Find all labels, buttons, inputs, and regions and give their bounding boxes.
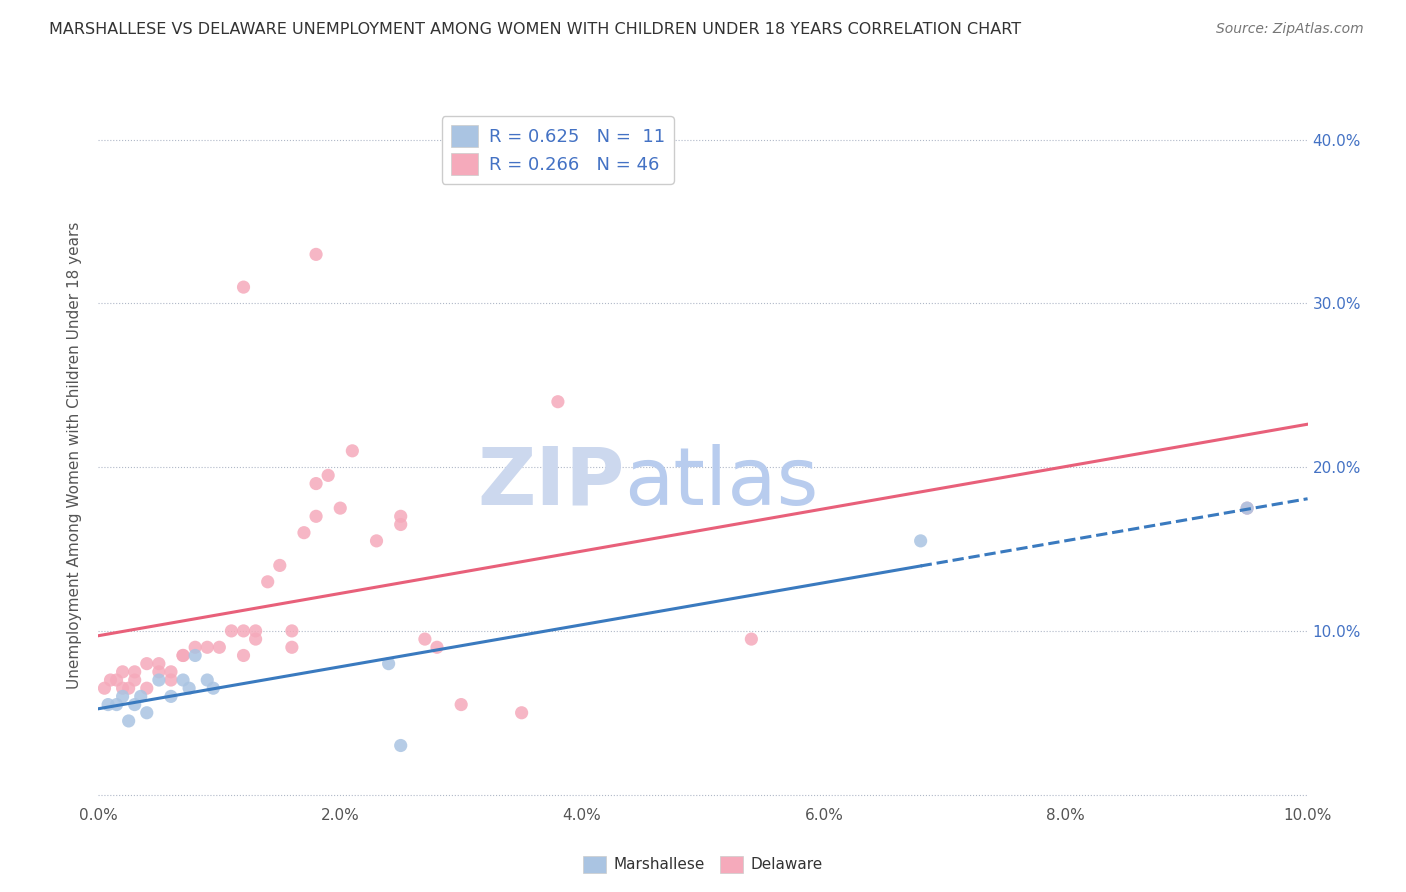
Text: atlas: atlas [624,443,818,522]
Point [281,640,304,655]
Point [135,681,157,696]
Point [910,533,932,548]
Point [97,698,120,712]
Point [105,673,128,687]
Point [281,624,304,638]
Point [256,574,278,589]
Point [172,673,194,687]
Point [292,525,315,540]
Point [179,681,201,696]
Point [450,698,472,712]
Point [305,247,328,261]
Point [124,673,146,687]
Point [184,640,207,655]
Point [100,673,122,687]
Point [1236,501,1258,516]
Text: Source: ZipAtlas.com: Source: ZipAtlas.com [1216,22,1364,37]
Point [118,714,141,728]
Point [316,468,339,483]
Point [232,280,254,294]
Point [160,673,183,687]
Point [389,739,412,753]
Point [93,681,115,696]
Y-axis label: Unemployment Among Women with Children Under 18 years: Unemployment Among Women with Children U… [67,221,83,689]
Point [195,640,218,655]
Point [111,665,134,679]
Point [148,673,170,687]
Point [305,476,328,491]
Point [245,624,267,638]
Point [413,632,436,646]
Point [305,509,328,524]
Point [148,665,170,679]
Point [342,443,364,458]
Point [366,533,388,548]
Point [510,706,533,720]
Point [547,394,569,409]
Point [135,657,157,671]
Point [221,624,243,638]
Point [135,706,157,720]
Point [377,657,399,671]
Point [105,698,128,712]
Point [269,558,291,573]
Point [160,665,183,679]
Legend: Marshallese, Delaware: Marshallese, Delaware [576,850,830,879]
Point [118,681,141,696]
Point [172,648,194,663]
Point [111,690,134,704]
Point [148,657,170,671]
Point [389,509,412,524]
Point [129,690,152,704]
Point [172,648,194,663]
Point [184,648,207,663]
Point [208,640,231,655]
Point [195,673,218,687]
Point [329,501,352,516]
Point [232,648,254,663]
Point [1236,501,1258,516]
Point [160,690,183,704]
Point [111,681,134,696]
Point [124,665,146,679]
Point [202,681,225,696]
Point [426,640,449,655]
Text: ZIP: ZIP [477,443,624,522]
Text: MARSHALLESE VS DELAWARE UNEMPLOYMENT AMONG WOMEN WITH CHILDREN UNDER 18 YEARS CO: MARSHALLESE VS DELAWARE UNEMPLOYMENT AMO… [49,22,1021,37]
Point [245,632,267,646]
Point [124,698,146,712]
Point [389,517,412,532]
Point [740,632,762,646]
Point [232,624,254,638]
